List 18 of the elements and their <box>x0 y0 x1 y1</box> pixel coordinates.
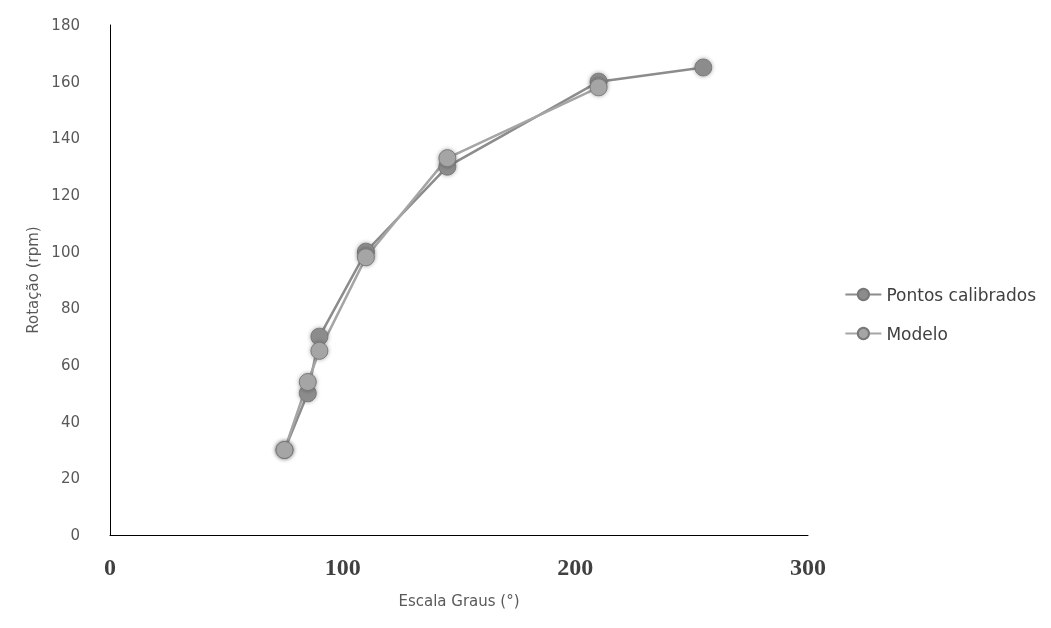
y-tick-label: 140 <box>51 129 80 148</box>
y-tick-label: 100 <box>51 242 80 261</box>
legend-label: Modelo <box>886 323 948 344</box>
y-tick-label: 160 <box>51 72 80 91</box>
y-tick-label: 120 <box>51 186 80 204</box>
x-tick-label: 0 <box>104 554 116 580</box>
legend-label: Pontos calibrados <box>886 284 1037 305</box>
x-tick-label: 100 <box>324 554 361 580</box>
y-tick-label: 20 <box>60 469 80 488</box>
y-axis-title: Rotação (rpm) <box>23 226 42 334</box>
y-tick-label: 180 <box>51 16 80 34</box>
x-tick-label: 300 <box>790 554 826 580</box>
y-tick-label: 40 <box>60 412 80 431</box>
x-tick-label: 200 <box>557 554 594 580</box>
y-tick-label: 60 <box>60 356 80 374</box>
x-axis-title: Escala Graus (°) <box>398 591 520 610</box>
y-tick-label: 80 <box>60 299 80 318</box>
y-tick-label: 0 <box>70 526 80 544</box>
